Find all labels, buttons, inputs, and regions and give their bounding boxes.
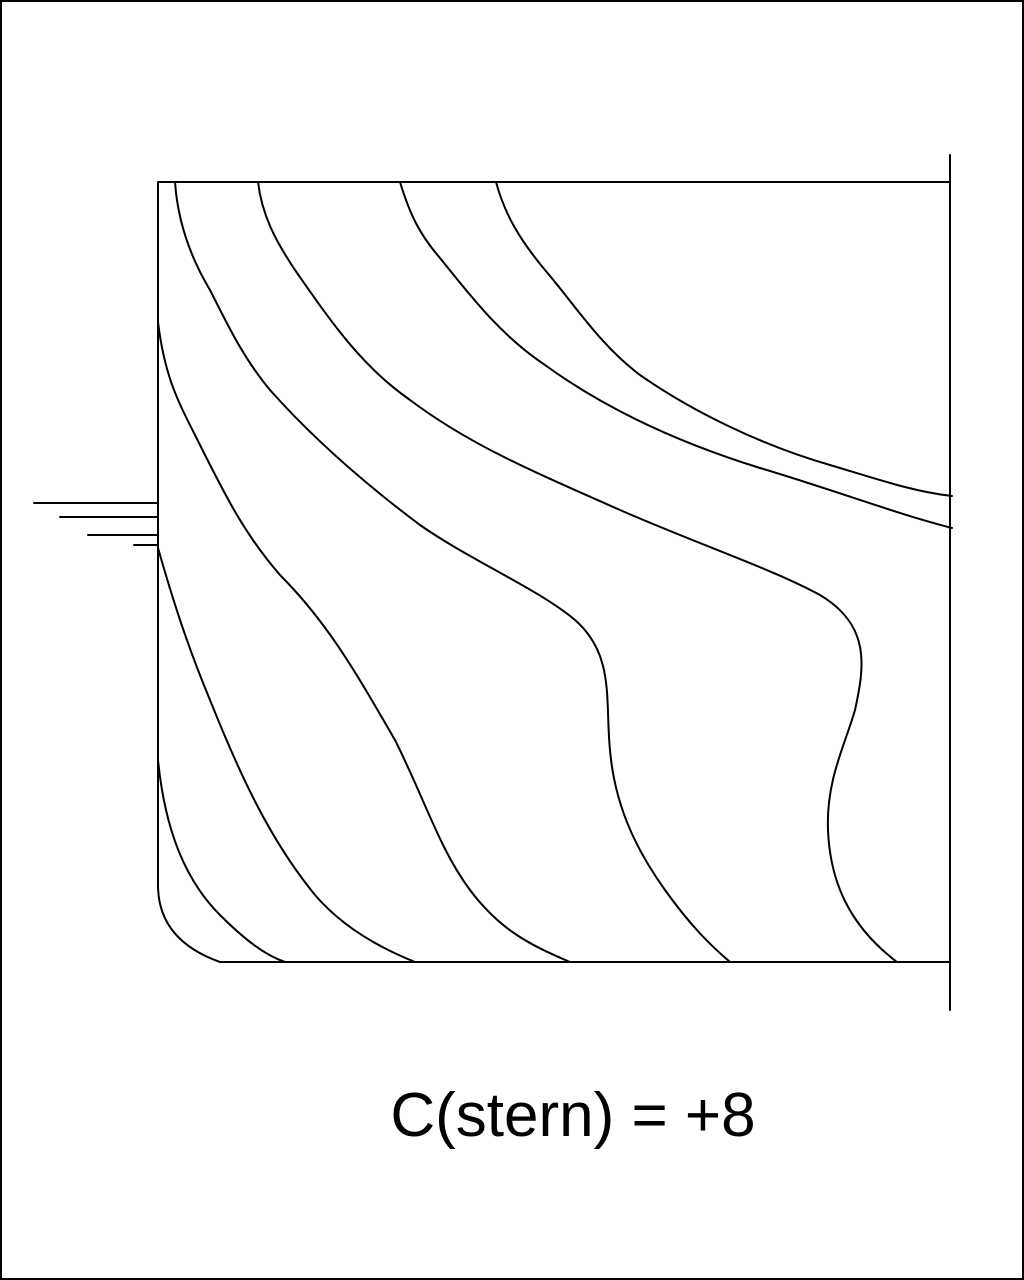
caption-label: C(stern) = +8: [390, 1081, 756, 1150]
section-curve: [157, 759, 286, 963]
hull-outline: [157, 181, 951, 963]
section-curve: [257, 181, 898, 963]
section-curve: [157, 547, 416, 963]
section-curve: [495, 181, 953, 497]
section-curve: [174, 181, 731, 963]
upper-section-curves: [174, 181, 953, 963]
waterline-marks: [33, 502, 159, 546]
lower-section-curves: [157, 321, 571, 963]
section-curve: [157, 321, 571, 963]
section-curve: [399, 181, 953, 529]
